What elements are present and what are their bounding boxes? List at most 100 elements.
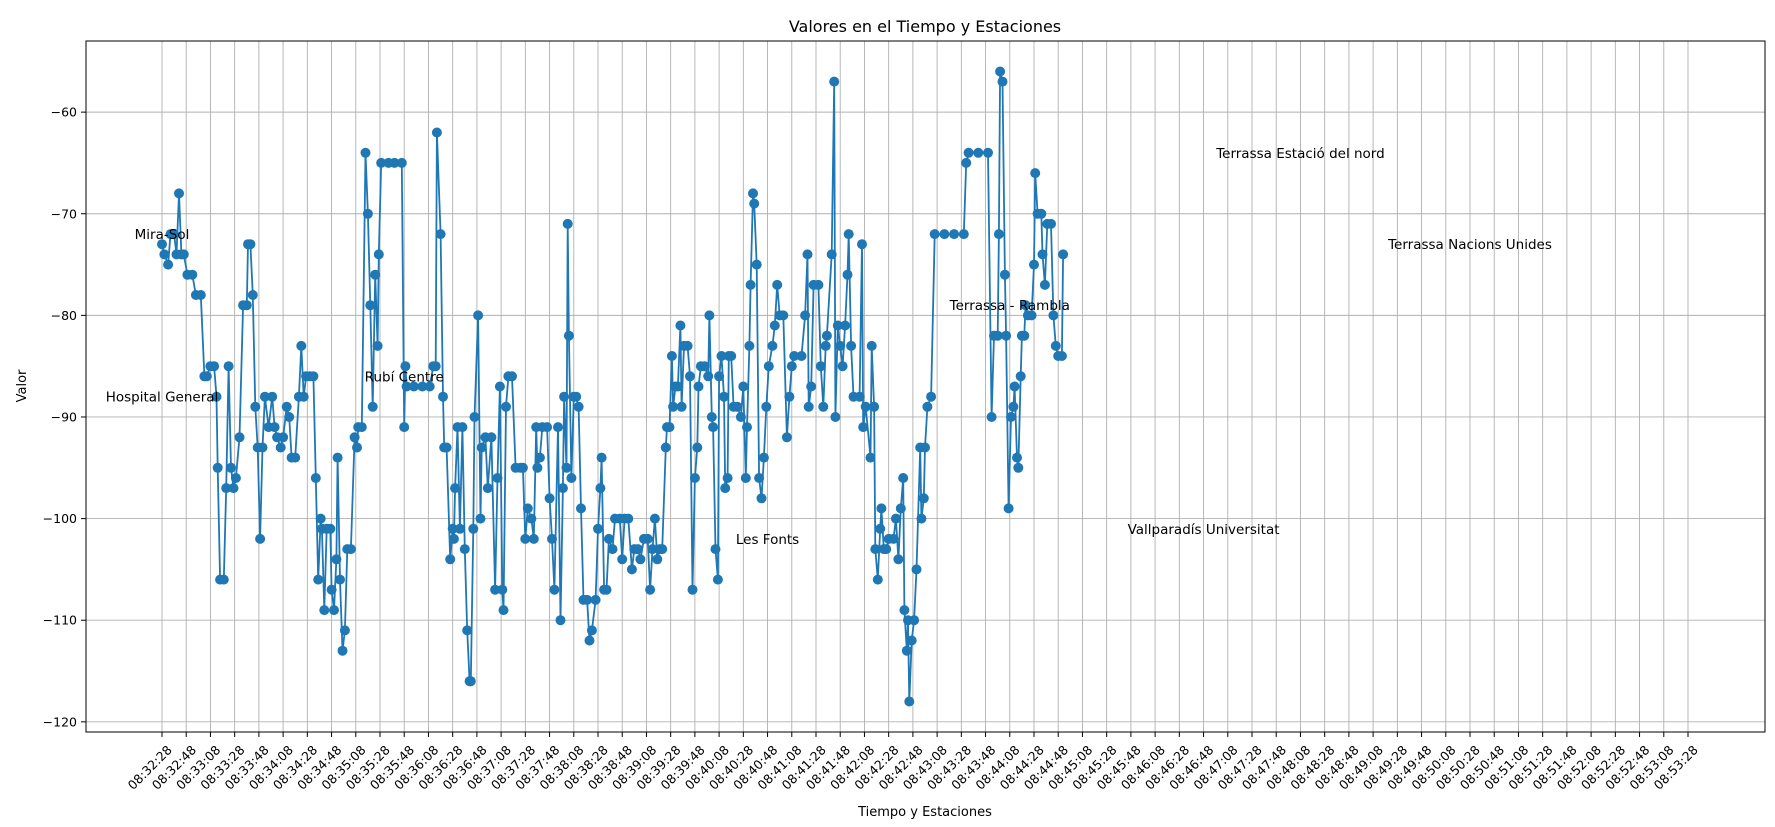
data-point — [784, 391, 795, 402]
data-point — [973, 147, 984, 158]
data-point — [281, 401, 292, 412]
data-point — [635, 554, 646, 565]
data-point — [939, 229, 950, 240]
data-point — [832, 320, 843, 331]
data-point — [687, 584, 698, 595]
data-point — [389, 157, 400, 168]
data-point — [626, 564, 637, 575]
data-point — [267, 391, 278, 402]
data-point — [310, 473, 321, 483]
data-point — [623, 513, 634, 524]
data-point — [738, 381, 749, 392]
y-tick-label: −100 — [43, 511, 77, 526]
data-point — [1003, 503, 1014, 514]
chart-title: Valores en el Tiempo y Estaciones — [789, 17, 1061, 36]
grid — [86, 41, 1765, 732]
data-point — [870, 544, 881, 555]
data-point — [486, 432, 497, 443]
data-point — [909, 615, 920, 626]
data-point — [555, 615, 566, 626]
data-point — [704, 310, 715, 321]
data-point — [1029, 259, 1039, 270]
data-point — [726, 351, 737, 361]
data-point — [178, 249, 189, 260]
data-point — [308, 371, 319, 382]
data-point — [329, 605, 339, 616]
data-point — [865, 452, 876, 463]
data-point — [872, 574, 883, 585]
data-point — [876, 503, 887, 514]
data-point — [829, 76, 840, 87]
data-point — [815, 361, 826, 372]
data-point — [417, 381, 428, 392]
data-point — [693, 381, 704, 392]
data-point — [396, 157, 407, 168]
data-point — [918, 493, 929, 504]
data-point — [840, 320, 851, 331]
data-point — [211, 391, 222, 402]
data-point — [450, 483, 461, 494]
plot-frame — [85, 40, 1766, 733]
station-label: Mira-Sol — [135, 227, 190, 243]
data-point — [1058, 249, 1069, 260]
data-point — [473, 310, 484, 321]
data-point — [360, 147, 371, 158]
data-point — [689, 473, 700, 483]
data-point — [1037, 249, 1048, 260]
data-point — [895, 503, 906, 514]
data-point — [649, 513, 660, 524]
data-point — [769, 320, 780, 331]
data-point — [576, 503, 586, 514]
data-point — [482, 483, 493, 494]
data-point — [749, 198, 760, 209]
data-point — [498, 605, 509, 616]
station-label: Terrassa Estació del nord — [1215, 146, 1385, 162]
data-point — [647, 544, 658, 555]
data-point — [963, 147, 974, 158]
data-point — [494, 381, 505, 392]
data-point — [370, 269, 381, 280]
data-point — [904, 696, 915, 707]
data-point — [448, 533, 459, 544]
data-point — [1050, 340, 1061, 351]
y-tick-label: −60 — [51, 105, 77, 120]
data-point — [800, 310, 811, 321]
data-point — [916, 513, 927, 524]
data-point — [758, 452, 769, 463]
data-point — [826, 249, 837, 260]
data-point — [1048, 310, 1059, 321]
data-point — [858, 422, 869, 433]
data-point — [319, 605, 330, 616]
data-point — [710, 544, 721, 555]
station-label: Les Fonts — [736, 532, 799, 548]
data-point — [748, 188, 758, 199]
data-point — [298, 391, 309, 402]
data-point — [744, 340, 755, 351]
data-point — [356, 422, 367, 433]
y-axis-label: Valor — [15, 369, 30, 402]
data-point — [209, 361, 220, 372]
data-point — [534, 452, 545, 463]
data-point — [899, 605, 910, 616]
data-point — [250, 401, 261, 412]
data-point — [430, 361, 441, 372]
data-point — [315, 513, 326, 524]
data-point — [528, 533, 539, 544]
data-point — [660, 442, 671, 453]
data-point — [763, 361, 774, 372]
data-point — [335, 574, 345, 585]
data-point — [462, 625, 473, 636]
data-point — [226, 462, 236, 473]
data-point — [1015, 371, 1026, 382]
data-point — [573, 401, 584, 412]
data-point — [820, 340, 831, 351]
data-point — [497, 584, 508, 595]
data-point — [595, 483, 606, 494]
data-point — [228, 483, 239, 494]
data-point — [296, 340, 307, 351]
data-point — [547, 533, 557, 544]
data-point — [722, 473, 733, 483]
data-point — [1013, 462, 1024, 473]
data-point — [400, 361, 411, 372]
